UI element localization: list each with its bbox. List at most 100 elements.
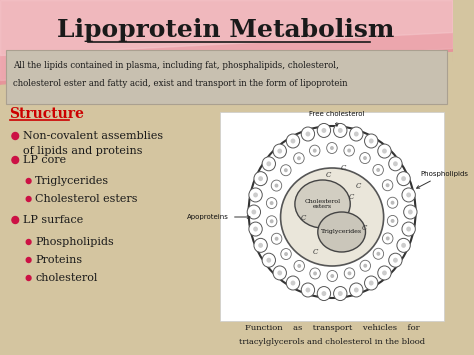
Circle shape [12,217,18,224]
Circle shape [408,209,413,214]
Circle shape [383,180,393,191]
Text: Triglycerides: Triglycerides [321,229,362,235]
Circle shape [347,271,351,275]
Circle shape [369,138,374,143]
Circle shape [258,243,263,248]
Circle shape [310,268,320,279]
Circle shape [387,215,398,226]
Circle shape [277,271,282,275]
Circle shape [273,266,286,280]
Circle shape [249,222,262,236]
Text: C: C [301,214,306,222]
Circle shape [253,226,258,231]
Text: Cholesterol esters: Cholesterol esters [35,194,138,204]
Text: of lipids and proteins: of lipids and proteins [23,146,142,156]
Circle shape [313,272,317,275]
Circle shape [301,127,315,141]
Text: Function    as    transport    vehicles    for: Function as transport vehicles for [245,324,419,332]
Circle shape [26,257,31,262]
Circle shape [266,161,271,166]
Circle shape [330,274,334,278]
Text: All the lipids contained in plasma, including fat, phosphalipids, cholesterol,: All the lipids contained in plasma, incl… [13,61,339,71]
Circle shape [258,176,263,181]
Circle shape [270,201,273,205]
Text: Triglycerides: Triglycerides [35,176,109,186]
Circle shape [321,291,326,296]
Circle shape [402,188,415,202]
Circle shape [378,266,391,280]
Circle shape [397,172,410,186]
Circle shape [389,253,402,267]
Circle shape [386,236,390,240]
Ellipse shape [295,180,350,228]
Circle shape [266,198,277,209]
Circle shape [365,134,378,148]
Circle shape [344,145,355,156]
Text: cholesterol: cholesterol [35,273,98,283]
Circle shape [360,260,371,271]
Circle shape [26,197,31,202]
Circle shape [266,258,271,263]
Circle shape [406,192,411,197]
Circle shape [401,243,406,248]
Text: Phospholipids: Phospholipids [35,237,114,247]
Circle shape [354,288,359,293]
Text: triacylglycerols and cholesterol in the blood: triacylglycerols and cholesterol in the … [239,338,425,346]
Text: C: C [312,248,318,256]
Circle shape [387,197,398,208]
Circle shape [389,157,402,171]
Circle shape [294,261,304,272]
Text: C: C [348,193,354,201]
Circle shape [382,271,387,275]
Text: Cholesterol
esters: Cholesterol esters [304,198,341,209]
Circle shape [26,240,31,245]
Circle shape [402,222,415,236]
Circle shape [391,219,394,223]
Circle shape [286,134,300,148]
Circle shape [291,280,295,285]
Circle shape [383,233,393,244]
Circle shape [344,268,355,279]
Circle shape [406,226,411,231]
Circle shape [334,286,347,301]
Circle shape [330,146,334,150]
Circle shape [297,156,301,160]
Circle shape [271,180,282,191]
Circle shape [376,252,380,256]
Text: Proteins: Proteins [35,255,82,265]
Circle shape [393,161,398,166]
Circle shape [386,183,390,187]
Circle shape [270,219,273,223]
Text: LP surface: LP surface [23,215,83,225]
Circle shape [404,205,417,219]
Circle shape [281,165,291,176]
Circle shape [310,145,320,156]
Circle shape [378,144,391,158]
Circle shape [277,148,282,154]
Circle shape [350,283,363,297]
Circle shape [376,168,380,172]
Text: LP core: LP core [23,155,66,165]
Circle shape [12,157,18,164]
Circle shape [306,131,310,137]
Circle shape [360,153,370,164]
Circle shape [317,286,330,301]
Circle shape [291,138,295,143]
Text: Lipoprotein Metabolism: Lipoprotein Metabolism [57,18,395,42]
Circle shape [272,233,282,244]
Text: C: C [326,171,331,179]
Circle shape [393,258,398,263]
Circle shape [317,124,330,137]
Text: C: C [362,224,367,232]
Circle shape [284,168,288,172]
Circle shape [369,280,374,285]
Circle shape [12,132,18,140]
Circle shape [334,124,347,137]
Circle shape [275,237,279,241]
Circle shape [26,179,31,184]
Text: Phospholipids: Phospholipids [417,171,468,188]
FancyBboxPatch shape [220,112,444,321]
Text: cholesterol ester and fatty acid, exist and transport in the form of lipoprotein: cholesterol ester and fatty acid, exist … [13,80,348,88]
Circle shape [401,176,406,181]
Text: C: C [341,164,346,172]
